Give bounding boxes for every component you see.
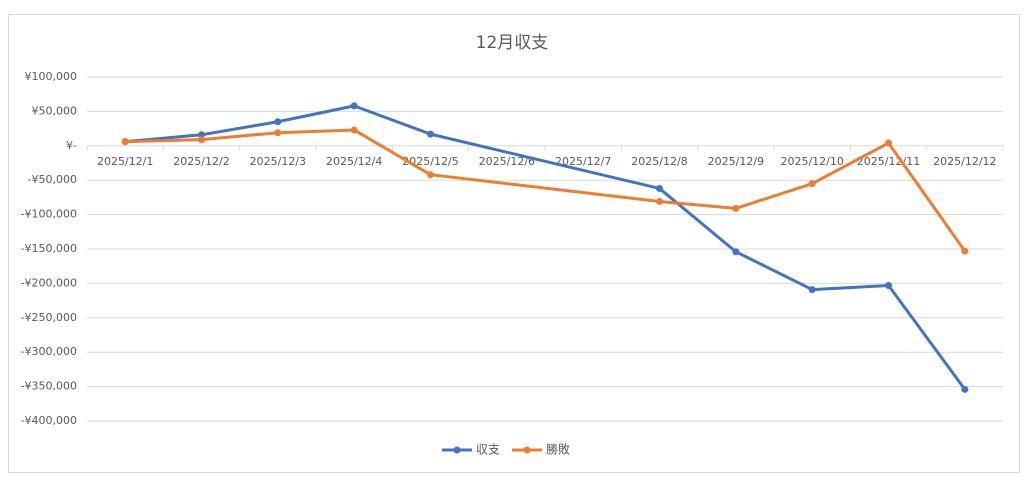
x-tick-label: 2025/12/7 — [555, 155, 611, 168]
y-tick-label: -¥100,000 — [21, 208, 77, 221]
data-point — [350, 126, 358, 134]
gap-connector — [430, 132, 660, 190]
data-point — [198, 136, 205, 144]
x-tick-label: 2025/12/5 — [402, 155, 458, 168]
y-tick-label: ¥- — [66, 139, 77, 152]
data-point — [732, 204, 740, 212]
data-point — [656, 198, 663, 206]
legend-label: 勝敗 — [546, 442, 570, 457]
gap-connector — [430, 173, 660, 204]
y-tick-label: -¥200,000 — [21, 276, 77, 289]
y-tick-label: ¥50,000 — [32, 104, 78, 117]
data-point — [961, 247, 969, 255]
y-tick-label: -¥250,000 — [21, 311, 77, 324]
x-tick-label: 2025/12/2 — [173, 155, 229, 168]
x-tick-label: 2025/12/6 — [479, 155, 535, 168]
x-tick-label: 2025/12/12 — [933, 155, 996, 168]
data-point — [656, 184, 663, 192]
legend-marker — [523, 446, 531, 454]
data-point — [198, 131, 205, 139]
y-tick-label: -¥400,000 — [21, 414, 77, 427]
data-point — [350, 102, 358, 110]
y-tick-label: -¥150,000 — [21, 242, 77, 255]
x-tick-label: 2025/12/1 — [97, 155, 153, 168]
x-tick-label: 2025/12/10 — [780, 155, 843, 168]
data-point — [732, 248, 740, 256]
data-point — [427, 171, 434, 179]
legend-marker — [453, 446, 461, 454]
data-point — [885, 139, 892, 147]
chart-title: 12月収支 — [476, 33, 549, 53]
y-tick-label: -¥300,000 — [21, 345, 77, 358]
x-tick-label: 2025/12/8 — [631, 155, 687, 168]
x-tick-label: 2025/12/9 — [708, 155, 764, 168]
legend-label: 収支 — [476, 443, 500, 457]
data-point — [274, 118, 282, 126]
data-point — [808, 180, 816, 188]
data-point — [961, 385, 969, 393]
data-point — [808, 286, 816, 294]
x-tick-label: 2025/12/11 — [857, 155, 920, 168]
data-point — [885, 281, 892, 289]
chart-frame — [8, 14, 1020, 473]
y-tick-label: ¥100,000 — [25, 70, 78, 83]
y-tick-label: -¥350,000 — [21, 380, 77, 393]
data-point — [121, 138, 129, 146]
x-tick-label: 2025/12/4 — [326, 155, 382, 168]
data-point — [274, 129, 282, 137]
data-point — [427, 130, 434, 138]
y-tick-label: -¥50,000 — [28, 173, 77, 186]
x-tick-label: 2025/12/3 — [250, 155, 306, 168]
